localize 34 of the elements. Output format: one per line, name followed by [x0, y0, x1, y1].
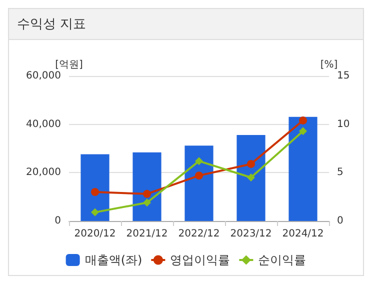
legend-label: 매출액(좌)	[84, 253, 142, 267]
x-tick-label: 2024/12	[282, 228, 324, 240]
y2-tick-label: 0	[337, 216, 344, 226]
y-axis-title: [억원]	[55, 60, 83, 70]
legend-label: 영업이익률	[170, 253, 230, 267]
x-tick-label: 2021/12	[126, 228, 168, 240]
y2-tick-label: 15	[337, 70, 350, 82]
point	[143, 190, 151, 198]
point	[195, 157, 203, 166]
bar	[236, 134, 266, 221]
point	[247, 174, 255, 182]
legend-label: 순이익률	[258, 253, 306, 267]
point	[299, 116, 307, 124]
bar	[132, 152, 162, 221]
y-tick-label: 60,000	[26, 70, 61, 82]
bar	[80, 154, 110, 221]
point	[247, 160, 255, 168]
point	[91, 208, 99, 216]
y2-tick-label: 10	[337, 118, 350, 130]
bar	[288, 116, 318, 221]
point	[299, 127, 307, 136]
y2-tick-label: 5	[337, 167, 344, 178]
y-tick-label: 20,000	[26, 167, 61, 178]
x-tick-label: 2022/12	[178, 228, 220, 240]
y-tick-label: 0	[54, 216, 61, 226]
point	[91, 188, 99, 196]
x-tick-label: 2020/12	[74, 228, 116, 240]
point	[195, 172, 203, 180]
y-tick-label: 40,000	[26, 118, 61, 130]
bar	[184, 146, 214, 221]
y2-axis-title: [%]	[320, 60, 338, 70]
x-tick-label: 2023/12	[230, 228, 272, 240]
point	[143, 198, 151, 207]
chart-title: 수익성 지표	[9, 9, 363, 40]
